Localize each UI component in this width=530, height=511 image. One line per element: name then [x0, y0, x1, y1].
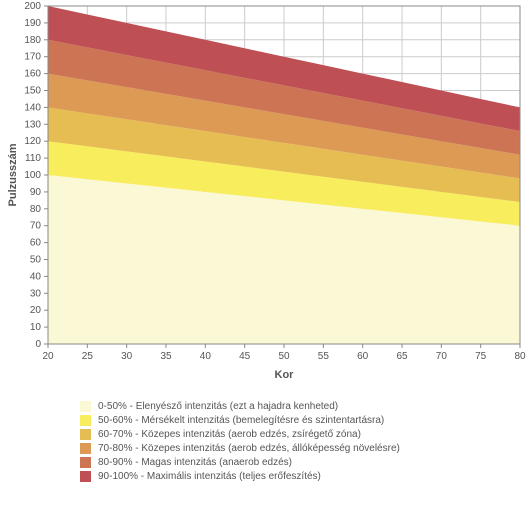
ytick-label: 140: [24, 102, 41, 113]
xtick-label: 80: [514, 351, 526, 362]
xtick-label: 60: [357, 351, 369, 362]
ytick-label: 120: [24, 136, 41, 147]
ytick-label: 20: [30, 305, 42, 316]
legend-item: 60-70% - Közepes intenzitás (aerob edzés…: [80, 429, 480, 440]
ytick-label: 80: [30, 204, 42, 215]
legend-item: 70-80% - Közepes intenzitás (aerob edzés…: [80, 443, 480, 454]
xtick-label: 45: [239, 351, 251, 362]
legend-swatch: [80, 401, 91, 412]
ytick-label: 40: [30, 271, 42, 282]
legend-item: 90-100% - Maximális intenzitás (teljes e…: [80, 471, 480, 482]
xtick-label: 20: [42, 351, 54, 362]
legend-label: 50-60% - Mérsékelt intenzitás (bemelegít…: [98, 415, 384, 426]
legend-swatch: [80, 471, 91, 482]
ytick-label: 200: [24, 1, 41, 12]
legend-label: 70-80% - Közepes intenzitás (aerob edzés…: [98, 443, 400, 454]
ytick-label: 100: [24, 170, 41, 181]
legend-swatch: [80, 443, 91, 454]
xtick-label: 30: [121, 351, 133, 362]
xtick-label: 70: [436, 351, 448, 362]
ytick-label: 0: [35, 339, 41, 350]
ytick-label: 30: [30, 288, 42, 299]
legend-item: 80-90% - Magas intenzitás (anaerob edzés…: [80, 457, 480, 468]
ytick-label: 150: [24, 86, 41, 97]
legend-swatch: [80, 429, 91, 440]
legend-swatch: [80, 457, 91, 468]
legend-item: 50-60% - Mérsékelt intenzitás (bemelegít…: [80, 415, 480, 426]
legend: 0-50% - Elenyésző intenzitás (ezt a haja…: [80, 398, 480, 485]
xtick-label: 55: [318, 351, 330, 362]
ytick-label: 170: [24, 52, 41, 63]
legend-label: 60-70% - Közepes intenzitás (aerob edzés…: [98, 429, 361, 440]
ytick-label: 60: [30, 238, 42, 249]
xtick-label: 65: [396, 351, 408, 362]
ytick-label: 90: [30, 187, 42, 198]
xtick-label: 50: [278, 351, 290, 362]
legend-label: 90-100% - Maximális intenzitás (teljes e…: [98, 471, 321, 482]
legend-swatch: [80, 415, 91, 426]
ytick-label: 190: [24, 18, 41, 29]
ytick-label: 70: [30, 221, 42, 232]
xtick-label: 40: [200, 351, 212, 362]
x-axis-title: Kor: [275, 369, 295, 380]
chart-canvas: 0 10 20 30 40 50 60 70 80 90 100 110 120 130 140 150 160…: [0, 0, 530, 380]
ytick-label: 50: [30, 255, 42, 266]
ytick-label: 110: [25, 153, 41, 164]
xtick-label: 75: [475, 351, 487, 362]
ytick-label: 160: [24, 69, 41, 80]
y-axis-title: Pulzusszám: [7, 143, 19, 206]
ytick-label: 10: [30, 322, 42, 333]
ytick-label: 130: [24, 119, 41, 130]
ytick-label: 180: [24, 35, 41, 46]
legend-label: 0-50% - Elenyésző intenzitás (ezt a haja…: [98, 401, 338, 412]
legend-label: 80-90% - Magas intenzitás (anaerob edzés…: [98, 457, 292, 468]
xtick-label: 25: [82, 351, 94, 362]
heart-rate-zone-chart: 0 10 20 30 40 50 60 70 80 90 100 110 120 130 140 150 160…: [0, 0, 530, 511]
legend-item: 0-50% - Elenyésző intenzitás (ezt a haja…: [80, 401, 480, 412]
xtick-label: 35: [160, 351, 172, 362]
